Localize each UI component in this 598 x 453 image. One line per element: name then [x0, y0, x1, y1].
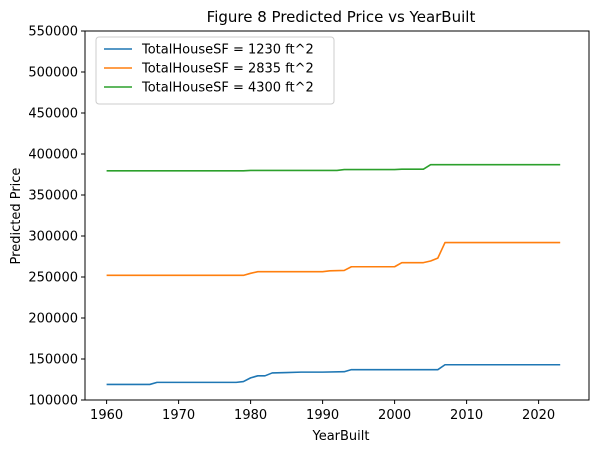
y-tick-label: 150000	[28, 353, 78, 368]
plot-area: 1960 1970 1980 1990 2000 2010 2020 100000 150000…	[28, 25, 590, 423]
legend-label: TotalHouseSF = 2835 ft^2	[141, 62, 314, 77]
y-tick-label: 100000	[28, 394, 78, 409]
y-tick-label: 350000	[28, 189, 78, 204]
legend-label: TotalHouseSF = 1230 ft^2	[141, 43, 314, 58]
legend-box	[95, 36, 335, 105]
y-tick-label: 300000	[28, 230, 78, 245]
x-axis-label: YearBuilt	[311, 429, 369, 444]
chart-title: Figure 8 Predicted Price vs YearBuilt	[207, 8, 476, 26]
y-tick-label: 200000	[28, 312, 78, 327]
series-line-2	[106, 241, 561, 277]
legend-label: TotalHouseSF = 4300 ft^2	[141, 81, 314, 96]
x-tick-label: 1990	[306, 408, 339, 423]
x-tick-label: 2010	[450, 408, 483, 423]
y-tick-label: 550000	[28, 25, 78, 40]
series-line-1	[106, 363, 561, 386]
legend: TotalHouseSF = 1230 ft^2 TotalHouseSF = 2…	[95, 36, 335, 105]
plot-frame	[84, 30, 590, 401]
y-axis-label: Predicted Price	[9, 168, 24, 265]
x-tick-label: 2000	[378, 408, 411, 423]
y-tick-label: 250000	[28, 271, 78, 286]
y-tick-label: 500000	[28, 66, 78, 81]
series-line-3	[106, 163, 561, 172]
y-tick-label: 450000	[28, 107, 78, 122]
x-tick-label: 2020	[522, 408, 555, 423]
y-tick-label: 400000	[28, 148, 78, 163]
x-tick-label: 1970	[162, 408, 195, 423]
x-tick-label: 1980	[234, 408, 267, 423]
x-tick-label: 1960	[90, 408, 123, 423]
